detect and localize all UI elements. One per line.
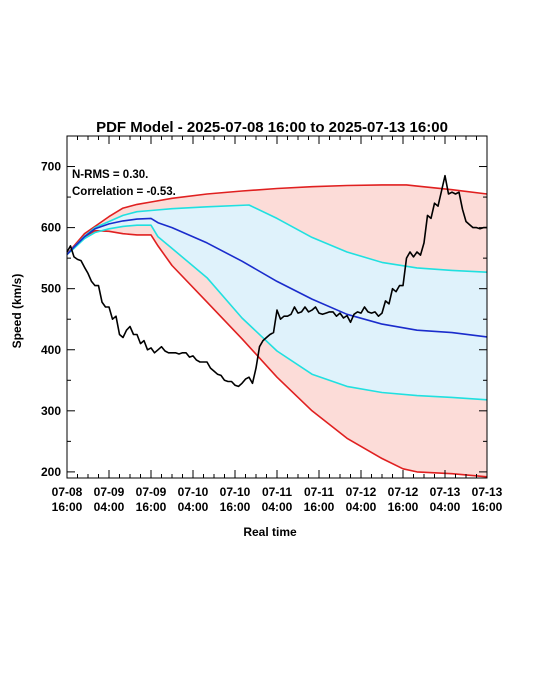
y-tick-label: 200 [41, 465, 61, 479]
y-axis-label: Speed (km/s) [10, 274, 24, 349]
inner-band [67, 205, 487, 400]
x-tick-label-time: 16:00 [136, 500, 167, 514]
y-tick-label: 300 [41, 404, 61, 418]
correlation-annotation: Correlation = -0.53. [72, 186, 176, 198]
x-tick-label-date: 07-12 [388, 485, 419, 499]
x-tick-label-time: 04:00 [94, 500, 125, 514]
outer-upper-line [66, 184, 488, 256]
inner-upper-line [66, 204, 488, 273]
x-tick-label-date: 07-13 [430, 485, 461, 499]
x-tick-label-time: 16:00 [388, 500, 419, 514]
x-tick-label-date: 07-09 [94, 485, 125, 499]
observed-line [66, 174, 487, 388]
x-tick-label-date: 07-08 [52, 485, 83, 499]
x-tick-label-time: 04:00 [178, 500, 209, 514]
x-tick-label-time: 04:00 [262, 500, 293, 514]
x-tick-label-date: 07-11 [262, 485, 292, 499]
x-tick-label-date: 07-10 [220, 485, 251, 499]
x-tick-label-date: 07-13 [472, 485, 503, 499]
nrms-annotation: N-RMS = 0.30. [72, 169, 148, 181]
x-tick-label-time: 04:00 [430, 500, 461, 514]
outer-lower-line [66, 229, 488, 478]
x-tick-label-date: 07-10 [178, 485, 209, 499]
inner-lower-line [66, 224, 488, 401]
median-line [66, 217, 488, 338]
chart-title: PDF Model - 2025-07-08 16:00 to 2025-07-… [96, 119, 448, 136]
plot-area: 20030040050060070007-0816:0007-0904:0007… [41, 135, 503, 514]
y-tick-label: 400 [41, 343, 61, 357]
x-tick-label-date: 07-11 [304, 485, 334, 499]
y-tick-label: 500 [41, 282, 61, 296]
x-tick-label-time: 16:00 [52, 500, 83, 514]
x-tick-label-date: 07-12 [346, 485, 377, 499]
x-tick-label-date: 07-09 [136, 485, 167, 499]
x-tick-label-time: 16:00 [304, 500, 335, 514]
x-tick-label-time: 04:00 [346, 500, 377, 514]
y-tick-label: 700 [41, 160, 61, 174]
y-tick-label: 600 [41, 221, 61, 235]
x-axis-label: Real time [243, 525, 297, 539]
x-tick-label-time: 16:00 [220, 500, 251, 514]
x-tick-label-time: 16:00 [472, 500, 503, 514]
